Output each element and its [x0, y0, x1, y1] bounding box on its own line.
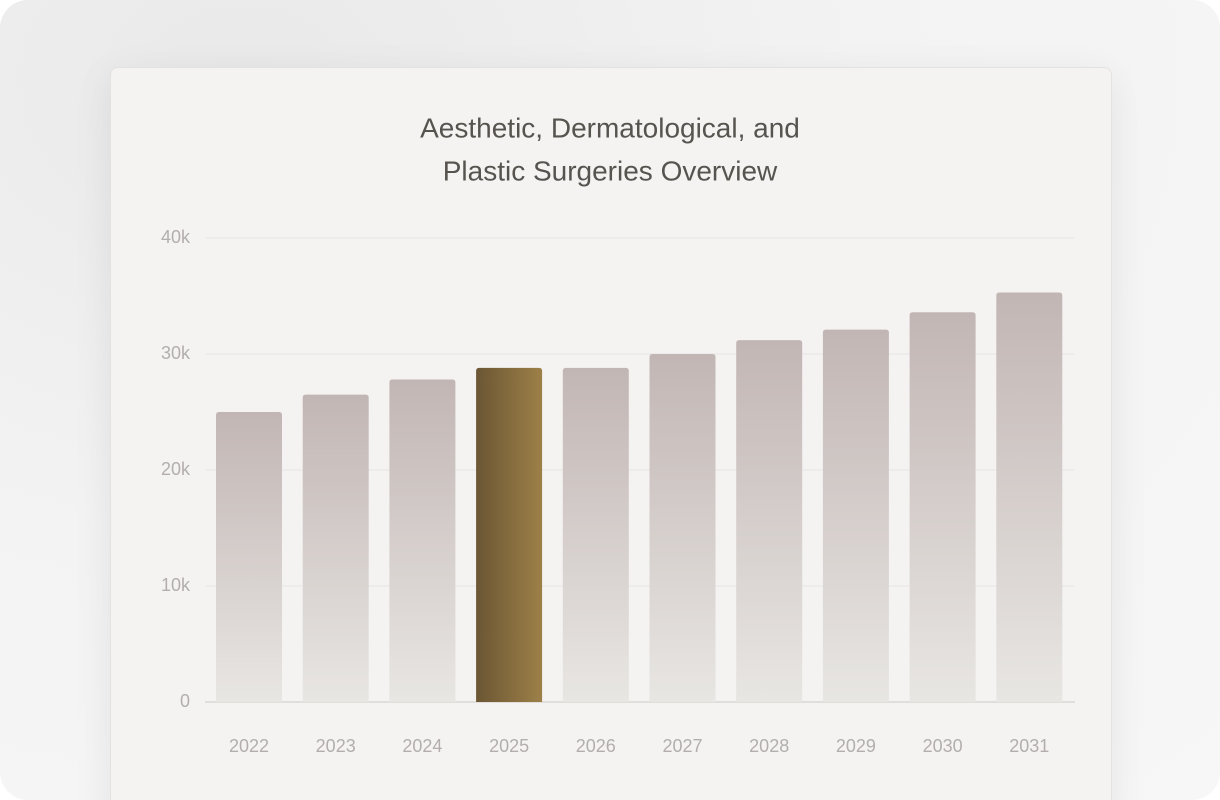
y-tick-label: 30k [161, 343, 191, 363]
x-tick-label: 2028 [749, 736, 789, 756]
bar [476, 367, 543, 702]
x-tick-label: 2023 [316, 736, 356, 756]
bar [389, 379, 456, 702]
bar [822, 329, 889, 702]
bar [649, 354, 716, 702]
chart-title: Aesthetic, Dermatological, and [420, 112, 800, 143]
y-tick-label: 0 [180, 691, 190, 711]
x-tick-label: 2027 [662, 736, 702, 756]
bar [996, 292, 1063, 702]
y-tick-label: 10k [161, 575, 191, 595]
y-tick-label: 40k [161, 227, 191, 247]
x-tick-label: 2029 [836, 736, 876, 756]
y-tick-label: 20k [161, 459, 191, 479]
chart-title: Plastic Surgeries Overview [443, 155, 778, 186]
x-tick-label: 2030 [923, 736, 963, 756]
bar [216, 412, 282, 702]
bar [562, 367, 629, 702]
bar [736, 340, 803, 702]
x-tick-label: 2022 [229, 736, 269, 756]
bar [302, 394, 369, 702]
x-tick-label: 2031 [1009, 736, 1049, 756]
x-tick-label: 2026 [576, 736, 616, 756]
bar [909, 312, 976, 702]
x-tick-label: 2025 [489, 736, 529, 756]
x-tick-label: 2024 [402, 736, 442, 756]
